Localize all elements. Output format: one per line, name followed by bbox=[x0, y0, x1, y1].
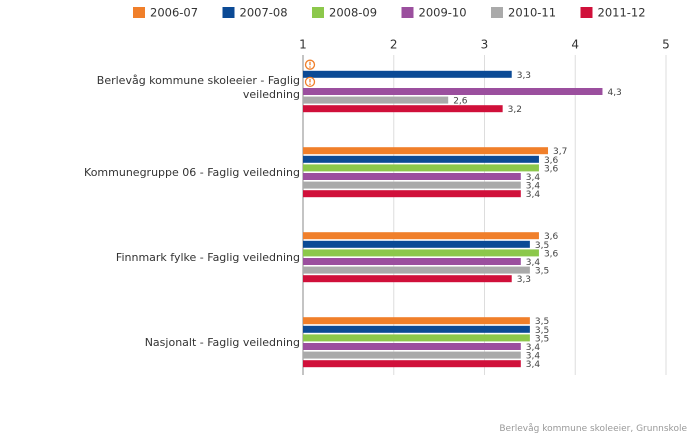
value-label: 3,6 bbox=[544, 232, 559, 242]
bar bbox=[303, 351, 521, 359]
value-label: 3,5 bbox=[535, 326, 549, 336]
legend-swatch bbox=[401, 7, 414, 18]
value-label: 2,6 bbox=[453, 97, 468, 107]
warning-icon bbox=[309, 66, 311, 68]
value-label: 4,3 bbox=[607, 88, 621, 98]
legend-swatch bbox=[491, 7, 503, 18]
value-label: 3,2 bbox=[508, 105, 522, 115]
legend-swatch bbox=[312, 7, 324, 18]
value-label: 3,6 bbox=[544, 164, 559, 174]
value-label: 3,3 bbox=[517, 275, 531, 285]
legend-swatch bbox=[580, 7, 593, 18]
value-label: 3,7 bbox=[553, 147, 567, 157]
value-label: 3,3 bbox=[517, 71, 531, 81]
bar bbox=[303, 266, 530, 274]
bar bbox=[303, 70, 512, 78]
value-label: 3,5 bbox=[535, 241, 549, 251]
bar bbox=[303, 173, 521, 180]
bar bbox=[303, 334, 530, 342]
legend-label: 2010-11 bbox=[508, 6, 556, 20]
bar bbox=[303, 317, 530, 325]
legend-label: 2009-10 bbox=[419, 6, 467, 20]
bar bbox=[303, 181, 521, 189]
footer: Berlevåg kommune skoleeier, Grunnskole bbox=[499, 424, 687, 434]
bar bbox=[303, 164, 539, 172]
legend-swatch bbox=[222, 7, 235, 18]
value-label: 3,6 bbox=[544, 156, 559, 166]
x-tick-label: 2 bbox=[390, 38, 398, 52]
bar bbox=[303, 249, 539, 257]
legend-swatch bbox=[133, 7, 145, 18]
value-label: 3,4 bbox=[526, 258, 541, 268]
label-bg bbox=[450, 95, 471, 106]
value-label: 3,5 bbox=[535, 267, 549, 277]
category-label: Finnmark fylke - Faglig veiledning bbox=[115, 251, 300, 264]
legend-label: 2008-09 bbox=[329, 6, 377, 20]
bar bbox=[303, 240, 530, 248]
value-label: 3,5 bbox=[535, 334, 549, 344]
warning-icon bbox=[309, 83, 311, 85]
bar bbox=[303, 360, 521, 368]
bar bbox=[303, 343, 521, 350]
bar bbox=[303, 96, 449, 104]
bar bbox=[303, 88, 603, 95]
x-tick-label: 4 bbox=[571, 38, 579, 52]
value-label: 3,4 bbox=[526, 173, 541, 183]
value-label: 3,4 bbox=[526, 352, 541, 362]
bar bbox=[303, 258, 521, 265]
x-tick-label: 1 bbox=[299, 38, 307, 52]
value-label: 3,4 bbox=[526, 182, 541, 192]
category-label: Kommunegruppe 06 - Faglig veiledning bbox=[84, 166, 300, 179]
x-tick-label: 3 bbox=[481, 38, 489, 52]
legend-label: 2007-08 bbox=[240, 6, 288, 20]
bar bbox=[303, 232, 539, 240]
bar bbox=[303, 325, 530, 333]
bar bbox=[303, 190, 521, 198]
legend-label: 2011-12 bbox=[598, 6, 646, 20]
category-label: Nasjonalt - Faglig veiledning bbox=[144, 336, 300, 349]
value-label: 3,4 bbox=[526, 343, 541, 353]
value-label: 3,4 bbox=[526, 190, 541, 200]
value-label: 3,4 bbox=[526, 360, 541, 370]
bar bbox=[303, 147, 549, 155]
value-label: 3,6 bbox=[544, 249, 559, 259]
bar bbox=[303, 275, 512, 283]
bar bbox=[303, 155, 539, 163]
bar bbox=[303, 105, 503, 113]
value-label: 3,5 bbox=[535, 317, 549, 327]
legend-label: 2006-07 bbox=[150, 6, 198, 20]
x-tick-label: 5 bbox=[662, 38, 670, 52]
category-label: Berlevåg kommune skoleeier - Faglig veil… bbox=[96, 74, 300, 101]
